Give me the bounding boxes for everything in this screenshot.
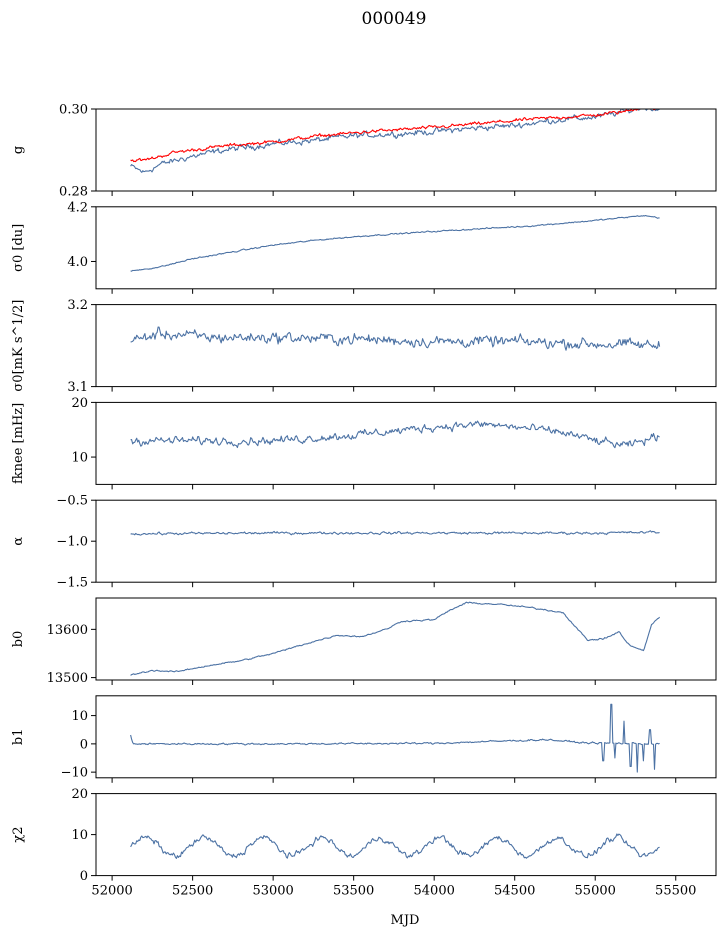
panel-5: −1.5 −1.0 −0.5 α: [11, 494, 717, 591]
panel-3-frame: [95, 304, 717, 388]
panel-3-series-1: [130, 326, 661, 351]
panel-5-ylabel: α: [11, 537, 26, 546]
panel-7: −10 0 10 b1: [11, 695, 717, 783]
panel-1-series-2: [130, 108, 660, 163]
panel-2-frame: [95, 206, 717, 290]
x-axis-label: MJD: [391, 913, 420, 928]
panel-5-frame: [95, 499, 717, 583]
panel-6-ytick-label: 13600: [47, 623, 88, 638]
panel-1-ytick-label: 0.28: [59, 185, 88, 200]
panel-8-ytick-label: 10: [71, 828, 88, 843]
panel-2-ytick-label: 4.0: [67, 255, 88, 270]
panel-4-series-1: [130, 420, 660, 449]
panel-6-series-1: [130, 601, 661, 676]
panel-4: 10 20 fknee [mHz]: [11, 396, 717, 490]
panel-6-ylabel: b0: [11, 631, 26, 648]
panel-3: 3.1 3.2 σ0[mK s^1/2]: [11, 298, 717, 395]
panel-7-series-1: [130, 703, 660, 773]
panel-8: 0 10 20 52000 52500 53000 53500 54000 54500 55000…: [11, 787, 717, 899]
panel-1-series-1: [130, 108, 660, 173]
panel-1-frame: [95, 108, 717, 192]
panel-1: 0.28 0.30 g: [11, 103, 717, 200]
panel-5-ytick-label: −1.5: [56, 576, 88, 591]
panel-7-ytick-label: −10: [61, 766, 88, 781]
panel-8-ylabel: χ2: [11, 827, 26, 843]
panel-7-frame: [95, 695, 717, 779]
panel-5-series-1: [130, 530, 660, 536]
xtick-label: 55000: [575, 884, 616, 899]
xtick-label: 54500: [494, 884, 535, 899]
xtick-label: 54000: [414, 884, 455, 899]
panel-8-series-1: [130, 833, 660, 859]
xtick-label: 53000: [252, 884, 293, 899]
panel-2-ylabel: σ0 [du]: [11, 224, 26, 272]
panel-2-ytick-label: 4.2: [67, 200, 88, 215]
panel-8-ytick-label: 20: [71, 787, 88, 802]
panel-2: 4.0 4.2 σ0 [du]: [11, 200, 717, 294]
panel-6-ytick-label: 13500: [47, 671, 88, 686]
panel-5-ytick-label: −0.5: [56, 494, 88, 509]
panel-8-frame: [95, 793, 717, 877]
panel-3-ytick-label: 3.1: [67, 380, 88, 395]
panel-7-ytick-label: 0: [80, 737, 88, 752]
figure-title: 000049: [362, 9, 427, 29]
xtick-label: 53500: [333, 884, 374, 899]
panels: 0.28 0.30 g 4.0 4.2 σ0 [du] 3.1 3.2 σ0[mK s^1/2]…: [11, 103, 717, 899]
panel-8-ytick-label: 0: [80, 869, 88, 884]
panel-6: 13500 13600 b0: [11, 597, 717, 686]
panel-4-frame: [95, 401, 717, 485]
panel-3-ytick-label: 3.2: [67, 298, 88, 313]
panel-5-ytick-label: −1.0: [56, 535, 88, 550]
panel-7-ytick-label: 10: [71, 709, 88, 724]
panel-1-ylabel: g: [11, 146, 26, 154]
panel-6-frame: [95, 597, 717, 681]
xtick-label: 52000: [91, 884, 132, 899]
panel-4-ytick-label: 10: [71, 451, 88, 466]
panel-7-ylabel: b1: [11, 729, 26, 746]
panel-4-ytick-label: 20: [71, 396, 88, 411]
panel-1-ytick-label: 0.30: [59, 103, 88, 118]
panel-2-series-1: [130, 214, 660, 272]
panel-4-ylabel: fknee [mHz]: [11, 403, 26, 484]
panel-3-ylabel: σ0[mK s^1/2]: [11, 300, 26, 392]
xtick-label: 52500: [172, 884, 213, 899]
xtick-label: 55500: [655, 884, 696, 899]
